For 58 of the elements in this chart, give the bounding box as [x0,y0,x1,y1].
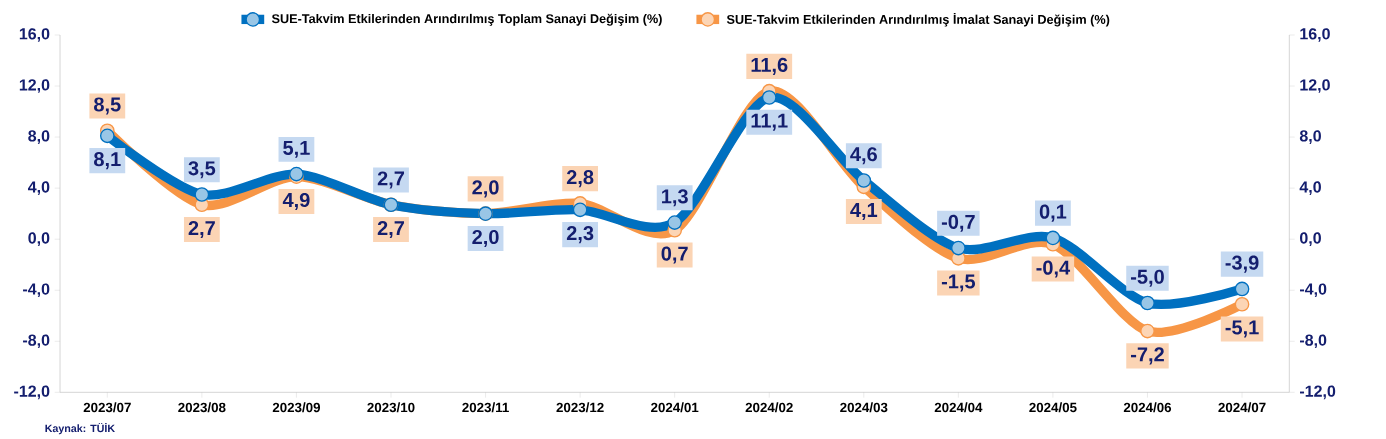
y2-tick-label: -12,0 [1299,385,1336,400]
legend-label: SUE-Takvim Etkilerinden Arındırılmış İmalat Sanayi Değişim (%) [726,12,1110,27]
y-tick-label: -4,0 [23,283,50,298]
y2-tick-label: 4,0 [1299,181,1321,195]
y-tick-label: 0,0 [28,232,50,246]
data-label: -7,2 [1131,347,1164,365]
data-label: -5,0 [1131,269,1164,287]
x-tick-label: 2023/07 [83,402,131,413]
y-tick-label: 8,0 [28,130,50,144]
y2-tick-label: -8,0 [1299,334,1327,349]
data-label: -1,5 [941,274,976,292]
data-label: 2,0 [472,229,499,247]
y2-tick-label: 12,0 [1300,79,1330,93]
data-label: -3,9 [1225,255,1259,273]
x-tick-label: 2024/01 [651,402,699,413]
data-label: 4,9 [282,192,310,210]
data-label: 2,7 [188,220,215,239]
data-label: 2,3 [566,226,594,244]
data-label: 11,1 [751,113,788,131]
y-tick-label: -12,0 [14,385,50,400]
y2-tick-label: 0,0 [1299,232,1321,246]
data-label: -0,7 [941,214,975,232]
data-label: 2,0 [472,180,499,198]
y-tick-label: -8,0 [23,334,50,349]
data-label: 0,1 [1039,204,1067,222]
data-label: -0,4 [1036,260,1071,278]
y-tick-label: 16,0 [19,28,50,42]
data-label: 11,6 [751,57,788,75]
data-label: 4,6 [850,147,877,165]
y2-tick-label: 16,0 [1300,28,1330,42]
data-label: 5,1 [283,140,310,158]
data-label: 2,8 [566,170,594,188]
x-tick-label: 2023/12 [556,402,604,413]
x-tick-label: 2024/03 [840,402,888,413]
x-tick-label: 2023/09 [272,402,321,413]
data-label: 8,1 [94,152,121,170]
y2-tick-label: 8,0 [1299,130,1321,144]
data-label: 8,5 [94,97,121,115]
data-label: 3,5 [188,161,216,179]
y2-tick-label: -4,0 [1299,283,1327,298]
x-tick-label: 2023/11 [462,402,509,413]
x-tick-label: 2024/04 [934,402,983,413]
legend-label: SUE-Takvim Etkilerinden Arındırılmış Toplam Sanayi Değişim (%) [271,13,662,26]
y-tick-label: 12,0 [19,79,50,93]
data-label: 2,7 [377,171,405,189]
data-label: 1,3 [662,189,688,207]
x-tick-label: 2024/06 [1123,402,1172,413]
x-tick-label: 2023/10 [367,402,415,413]
data-label: 2,7 [377,220,405,239]
data-label: 4,1 [850,203,878,220]
data-label: 0,7 [661,246,688,264]
x-tick-label: 2024/02 [745,402,793,413]
x-tick-label: 2023/08 [178,402,226,413]
data-label: -5,1 [1225,320,1259,338]
x-tick-label: 2024/07 [1218,402,1266,413]
y-tick-label: 4,0 [27,181,50,195]
text: Kaynak: TÜİK [45,422,115,435]
x-tick-label: 2024/05 [1029,402,1077,413]
